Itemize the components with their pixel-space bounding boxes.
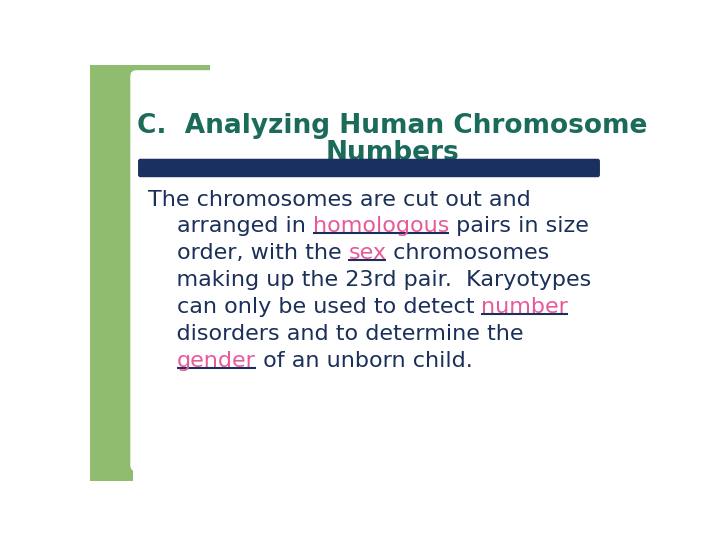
Text: order, with the: order, with the [176, 244, 348, 264]
Text: sex: sex [348, 244, 387, 264]
Text: gender: gender [176, 351, 256, 372]
Text: chromosomes: chromosomes [387, 244, 549, 264]
Polygon shape [90, 65, 132, 481]
Text: homologous: homologous [312, 217, 449, 237]
Text: disorders and to determine the: disorders and to determine the [148, 325, 523, 345]
Polygon shape [90, 65, 132, 234]
Text: number: number [481, 298, 568, 318]
Text: making up the 23rd pair.  Karyotypes: making up the 23rd pair. Karyotypes [148, 271, 591, 291]
Text: Numbers: Numbers [325, 140, 459, 166]
Text: The chromosomes are cut out and: The chromosomes are cut out and [148, 190, 531, 210]
Text: arranged in: arranged in [176, 217, 312, 237]
Text: pairs in size: pairs in size [449, 217, 589, 237]
Text: C.  Analyzing Human Chromosome: C. Analyzing Human Chromosome [137, 113, 647, 139]
Text: of an unborn child.: of an unborn child. [256, 351, 472, 372]
Text: can only be used to detect: can only be used to detect [176, 298, 481, 318]
Polygon shape [90, 65, 210, 226]
FancyBboxPatch shape [138, 159, 600, 177]
FancyBboxPatch shape [130, 70, 642, 471]
